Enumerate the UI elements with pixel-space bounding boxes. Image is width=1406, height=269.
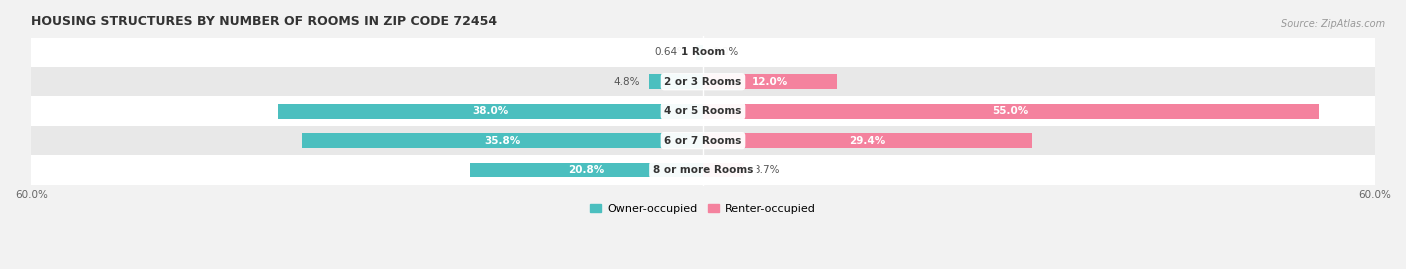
Bar [31, 126, 1375, 155]
Text: 20.8%: 20.8% [568, 165, 605, 175]
Text: 1 Room: 1 Room [681, 47, 725, 57]
Bar [302, 133, 703, 148]
Text: 0.64%: 0.64% [654, 47, 688, 57]
Text: 6 or 7 Rooms: 6 or 7 Rooms [664, 136, 742, 146]
Text: 2 or 3 Rooms: 2 or 3 Rooms [665, 77, 741, 87]
Bar [650, 75, 703, 89]
Text: Source: ZipAtlas.com: Source: ZipAtlas.com [1281, 19, 1385, 29]
Text: 55.0%: 55.0% [993, 106, 1029, 116]
Bar [703, 104, 1319, 119]
Bar [703, 133, 1032, 148]
Text: 4 or 5 Rooms: 4 or 5 Rooms [664, 106, 742, 116]
Bar [703, 75, 838, 89]
Bar [31, 67, 1375, 97]
Text: 4.8%: 4.8% [614, 77, 640, 87]
Text: HOUSING STRUCTURES BY NUMBER OF ROOMS IN ZIP CODE 72454: HOUSING STRUCTURES BY NUMBER OF ROOMS IN… [31, 15, 498, 28]
Text: 0.0%: 0.0% [711, 47, 738, 57]
Text: 38.0%: 38.0% [472, 106, 509, 116]
Bar [277, 104, 703, 119]
Legend: Owner-occupied, Renter-occupied: Owner-occupied, Renter-occupied [586, 199, 820, 218]
Text: 12.0%: 12.0% [752, 77, 789, 87]
Text: 8 or more Rooms: 8 or more Rooms [652, 165, 754, 175]
Bar [703, 163, 744, 178]
Text: 35.8%: 35.8% [485, 136, 520, 146]
Text: 29.4%: 29.4% [849, 136, 886, 146]
Bar [31, 38, 1375, 67]
Bar [31, 97, 1375, 126]
Bar [470, 163, 703, 178]
Bar [696, 45, 703, 60]
Bar [31, 155, 1375, 185]
Text: 3.7%: 3.7% [754, 165, 780, 175]
